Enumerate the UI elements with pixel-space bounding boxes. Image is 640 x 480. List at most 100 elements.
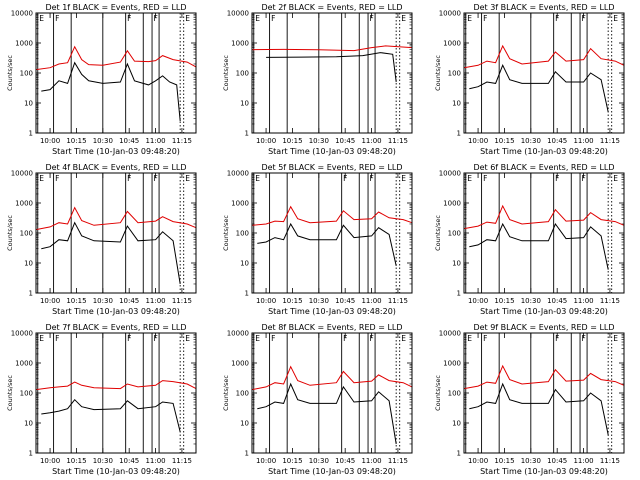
x-tick-label: 11:15 — [172, 297, 192, 305]
y-axis-label: Counts/sec — [6, 55, 14, 91]
marker-label: E — [185, 14, 190, 23]
x-tick-label: 11:00 — [145, 457, 165, 465]
x-tick-label: 10:15 — [494, 297, 514, 305]
chart-panel-9: Det 9f BLACK = Events, RED = LLD Counts/s… — [434, 323, 625, 476]
x-tick-label: 10:30 — [521, 297, 541, 305]
chart-panel-1: Det 1f BLACK = Events, RED = LLD Counts/s… — [6, 3, 197, 156]
x-tick-label: 11:00 — [573, 137, 593, 145]
y-tick-label: 1 — [29, 130, 33, 138]
series-lld-line — [35, 206, 197, 231]
y-tick-label: 100 — [448, 230, 461, 238]
x-tick-label: 10:15 — [282, 457, 302, 465]
chart-title: Det 4f BLACK = Events, RED = LLD — [45, 163, 186, 172]
series-lld-line — [463, 44, 625, 69]
plot-frame — [463, 172, 625, 294]
x-tick-label: 10:00 — [40, 457, 60, 465]
marker-label: F — [483, 14, 487, 23]
y-tick-label: 100 — [236, 230, 249, 238]
marker-label: F — [555, 14, 559, 23]
marker-label: F — [127, 174, 131, 183]
x-tick-label: 10:00 — [256, 137, 276, 145]
x-axis-label: Start Time (10-Jan-03 09:48:20) — [480, 147, 608, 156]
marker-label: F — [55, 174, 59, 183]
marker-label: F — [582, 174, 586, 183]
x-tick-label: 11:15 — [388, 297, 408, 305]
x-tick-label: 10:00 — [468, 457, 488, 465]
plot-frame — [463, 12, 625, 134]
x-tick-label: 11:00 — [361, 137, 381, 145]
y-tick-label: 1 — [245, 450, 249, 458]
x-tick-label: 11:15 — [172, 457, 192, 465]
x-tick-label: 10:45 — [119, 297, 139, 305]
x-tick-label: 10:15 — [282, 297, 302, 305]
series-lld-line — [35, 45, 197, 71]
x-tick-label: 10:15 — [494, 137, 514, 145]
series-lld-line — [251, 205, 413, 226]
x-tick-label: 10:15 — [494, 457, 514, 465]
marker-label: E — [255, 334, 260, 343]
x-axis-label: Start Time (10-Jan-03 09:48:20) — [52, 307, 180, 316]
marker-label: E — [185, 334, 190, 343]
marker-label: E — [185, 174, 190, 183]
y-tick-label: 10 — [24, 420, 33, 428]
chart-title: Det 9f BLACK = Events, RED = LLD — [473, 323, 614, 332]
series-events-line — [469, 382, 609, 436]
marker-label: F — [55, 14, 59, 23]
marker-label: F — [271, 14, 275, 23]
series-events-line — [257, 222, 397, 267]
x-tick-label: 10:15 — [282, 137, 302, 145]
y-tick-label: 1 — [457, 130, 461, 138]
y-tick-label: 1 — [245, 130, 249, 138]
x-tick-label: 11:00 — [573, 457, 593, 465]
chart-panel-2: Det 2f BLACK = Events, RED = LLD Counts/s… — [222, 3, 413, 156]
marker-label: F — [127, 334, 131, 343]
x-tick-label: 11:15 — [388, 457, 408, 465]
x-tick-label: 10:00 — [468, 137, 488, 145]
y-tick-label: 1 — [29, 450, 33, 458]
y-axis-label: Counts/sec — [222, 55, 230, 91]
marker-label: E — [467, 14, 472, 23]
x-tick-label: 10:45 — [335, 137, 355, 145]
series-events-line — [41, 398, 181, 433]
x-tick-label: 10:00 — [40, 137, 60, 145]
marker-label: E — [401, 334, 406, 343]
marker-label: F — [271, 334, 275, 343]
y-tick-label: 10 — [452, 420, 461, 428]
x-tick-label: 10:45 — [547, 297, 567, 305]
x-tick-label: 10:30 — [521, 137, 541, 145]
series-lld-line — [463, 364, 625, 390]
marker-label: E — [39, 14, 44, 23]
x-tick-label: 10:45 — [119, 137, 139, 145]
y-tick-label: 100 — [448, 70, 461, 78]
x-tick-label: 10:30 — [309, 457, 329, 465]
y-tick-label: 10 — [24, 100, 33, 108]
y-tick-label: 10 — [240, 260, 249, 268]
series-events-line — [469, 222, 609, 270]
chart-title: Det 5f BLACK = Events, RED = LLD — [261, 163, 402, 172]
marker-label: F — [483, 334, 487, 343]
y-tick-label: 100 — [236, 390, 249, 398]
chart-title: Det 6f BLACK = Events, RED = LLD — [473, 163, 614, 172]
x-axis-label: Start Time (10-Jan-03 09:48:20) — [52, 147, 180, 156]
x-tick-label: 10:30 — [521, 457, 541, 465]
chart-title: Det 1f BLACK = Events, RED = LLD — [45, 3, 186, 12]
series-events-line — [257, 382, 397, 445]
y-tick-label: 10000 — [227, 330, 249, 338]
marker-label: E — [613, 14, 618, 23]
y-tick-label: 10 — [24, 260, 33, 268]
x-tick-label: 11:15 — [388, 137, 408, 145]
marker-label: F — [154, 334, 158, 343]
y-tick-label: 10000 — [11, 170, 33, 178]
x-axis-label: Start Time (10-Jan-03 09:48:20) — [480, 467, 608, 476]
y-tick-label: 10 — [452, 100, 461, 108]
y-axis-label: Counts/sec — [222, 375, 230, 411]
x-tick-label: 10:45 — [335, 457, 355, 465]
y-tick-label: 1000 — [15, 40, 33, 48]
x-axis-label: Start Time (10-Jan-03 09:48:20) — [268, 307, 396, 316]
marker-label: F — [555, 174, 559, 183]
plot-frame — [35, 172, 197, 294]
marker-label: F — [483, 174, 487, 183]
plot-frame — [463, 332, 625, 454]
x-tick-label: 10:15 — [66, 457, 86, 465]
